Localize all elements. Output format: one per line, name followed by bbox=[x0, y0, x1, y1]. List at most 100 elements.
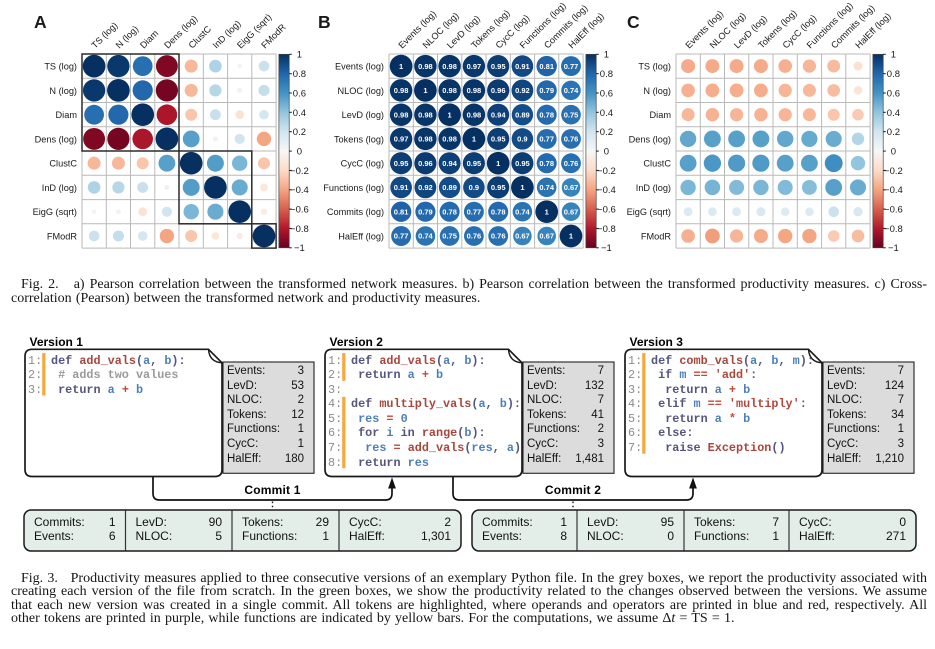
svg-text:0.6: 0.6 bbox=[887, 88, 900, 99]
svg-text:Diam: Diam bbox=[138, 28, 160, 50]
svg-text:TS (log): TS (log) bbox=[638, 62, 671, 72]
svg-text:1: 1 bbox=[496, 159, 500, 168]
svg-text:0.2: 0.2 bbox=[887, 127, 900, 138]
svg-text:1: 1 bbox=[545, 207, 549, 216]
svg-text:0.98: 0.98 bbox=[394, 86, 409, 95]
svg-text:Diam: Diam bbox=[56, 110, 78, 120]
svg-text:0.4: 0.4 bbox=[887, 108, 900, 119]
svg-text:0.78: 0.78 bbox=[539, 110, 554, 119]
svg-text:0.91: 0.91 bbox=[515, 62, 530, 71]
svg-text:0.9: 0.9 bbox=[469, 183, 479, 192]
svg-text:LevD (log): LevD (log) bbox=[342, 110, 384, 120]
svg-text:0.92: 0.92 bbox=[418, 183, 433, 192]
svg-text:EigG (sqrt): EigG (sqrt) bbox=[33, 207, 77, 217]
svg-text:Functions (log): Functions (log) bbox=[323, 183, 384, 193]
svg-text:0.6: 0.6 bbox=[600, 88, 613, 99]
svg-text:Diam: Diam bbox=[650, 110, 672, 120]
svg-text:0.74: 0.74 bbox=[515, 207, 530, 216]
svg-text:0.8: 0.8 bbox=[887, 69, 900, 80]
svg-text:0.9: 0.9 bbox=[517, 135, 527, 144]
svg-text:1: 1 bbox=[891, 50, 896, 61]
svg-text:−0.2: −0.2 bbox=[597, 166, 616, 177]
svg-text:Dens (log): Dens (log) bbox=[629, 134, 671, 144]
svg-text:0.78: 0.78 bbox=[442, 207, 457, 216]
svg-text:0: 0 bbox=[604, 147, 609, 158]
svg-text:0.6: 0.6 bbox=[293, 88, 306, 99]
svg-text:NLOC (log): NLOC (log) bbox=[338, 86, 384, 96]
svg-text:0.2: 0.2 bbox=[600, 127, 613, 138]
svg-text:0.97: 0.97 bbox=[394, 135, 409, 144]
svg-text:0.8: 0.8 bbox=[600, 69, 613, 80]
svg-text:0.81: 0.81 bbox=[539, 62, 554, 71]
svg-text:0.98: 0.98 bbox=[418, 62, 433, 71]
svg-text:0.77: 0.77 bbox=[539, 135, 554, 144]
svg-text:0.91: 0.91 bbox=[394, 183, 409, 192]
svg-text:InD (log): InD (log) bbox=[636, 183, 671, 193]
svg-text:0.75: 0.75 bbox=[442, 232, 457, 241]
svg-text:ClustC: ClustC bbox=[49, 159, 77, 169]
svg-text:0.98: 0.98 bbox=[418, 110, 433, 119]
svg-text:0.4: 0.4 bbox=[600, 108, 613, 119]
svg-text:0.94: 0.94 bbox=[442, 159, 457, 168]
svg-text:0.89: 0.89 bbox=[442, 183, 457, 192]
svg-text:−0.6: −0.6 bbox=[597, 205, 616, 216]
svg-text:0.98: 0.98 bbox=[442, 135, 457, 144]
svg-text:−1: −1 bbox=[294, 243, 305, 254]
svg-text:0.77: 0.77 bbox=[564, 62, 579, 71]
svg-text:0.8: 0.8 bbox=[293, 69, 306, 80]
svg-text:0.95: 0.95 bbox=[394, 159, 409, 168]
svg-text:0.78: 0.78 bbox=[491, 207, 506, 216]
svg-text:0.74: 0.74 bbox=[539, 183, 554, 192]
svg-text:−0.8: −0.8 bbox=[290, 224, 309, 235]
svg-text:1: 1 bbox=[297, 50, 302, 61]
svg-text:0.95: 0.95 bbox=[467, 159, 482, 168]
svg-text:TS (log): TS (log) bbox=[44, 62, 77, 72]
svg-text:0.95: 0.95 bbox=[491, 183, 506, 192]
svg-text:−0.6: −0.6 bbox=[290, 205, 309, 216]
svg-text:1: 1 bbox=[569, 232, 573, 241]
svg-text:−1: −1 bbox=[888, 243, 899, 254]
svg-text:0.95: 0.95 bbox=[491, 62, 506, 71]
svg-text:0.98: 0.98 bbox=[442, 86, 457, 95]
svg-text:0.92: 0.92 bbox=[515, 86, 530, 95]
svg-text:−0.8: −0.8 bbox=[884, 224, 903, 235]
svg-text:0.75: 0.75 bbox=[564, 110, 579, 119]
svg-text:0.95: 0.95 bbox=[491, 135, 506, 144]
svg-text:−1: −1 bbox=[601, 243, 612, 254]
svg-text:0.76: 0.76 bbox=[564, 159, 579, 168]
svg-text:−0.4: −0.4 bbox=[884, 185, 903, 196]
svg-text:0.67: 0.67 bbox=[539, 232, 554, 241]
svg-text:ClustC: ClustC bbox=[643, 159, 671, 169]
svg-text:0.97: 0.97 bbox=[467, 62, 482, 71]
svg-text:0.76: 0.76 bbox=[564, 135, 579, 144]
svg-text:1: 1 bbox=[472, 135, 476, 144]
svg-text:0.98: 0.98 bbox=[418, 135, 433, 144]
svg-text:−0.6: −0.6 bbox=[884, 205, 903, 216]
svg-text:FModR: FModR bbox=[641, 231, 671, 241]
svg-text:0.74: 0.74 bbox=[564, 86, 579, 95]
svg-text:0.96: 0.96 bbox=[418, 159, 433, 168]
svg-text:InD (log): InD (log) bbox=[42, 183, 77, 193]
svg-text:0.67: 0.67 bbox=[564, 207, 579, 216]
svg-text:1: 1 bbox=[448, 110, 452, 119]
svg-text:B: B bbox=[318, 12, 331, 32]
svg-text:0.4: 0.4 bbox=[293, 108, 306, 119]
svg-text:0.67: 0.67 bbox=[564, 183, 579, 192]
svg-text:0.67: 0.67 bbox=[515, 232, 530, 241]
svg-text:0.98: 0.98 bbox=[467, 110, 482, 119]
svg-text:0.2: 0.2 bbox=[293, 127, 306, 138]
svg-text:0.94: 0.94 bbox=[491, 110, 506, 119]
svg-text:0.74: 0.74 bbox=[418, 232, 433, 241]
svg-text:0.81: 0.81 bbox=[394, 207, 409, 216]
svg-text:0.96: 0.96 bbox=[491, 86, 506, 95]
svg-text:Commits (log): Commits (log) bbox=[327, 207, 384, 217]
svg-text:N (log): N (log) bbox=[643, 86, 671, 96]
svg-text:1: 1 bbox=[604, 50, 609, 61]
svg-text:0.76: 0.76 bbox=[491, 232, 506, 241]
svg-text:CycC (log): CycC (log) bbox=[341, 159, 384, 169]
svg-text:0.77: 0.77 bbox=[394, 232, 409, 241]
svg-text:FModR: FModR bbox=[47, 231, 77, 241]
svg-text:1: 1 bbox=[520, 183, 524, 192]
svg-text:0: 0 bbox=[297, 147, 302, 158]
svg-text:0.78: 0.78 bbox=[539, 159, 554, 168]
